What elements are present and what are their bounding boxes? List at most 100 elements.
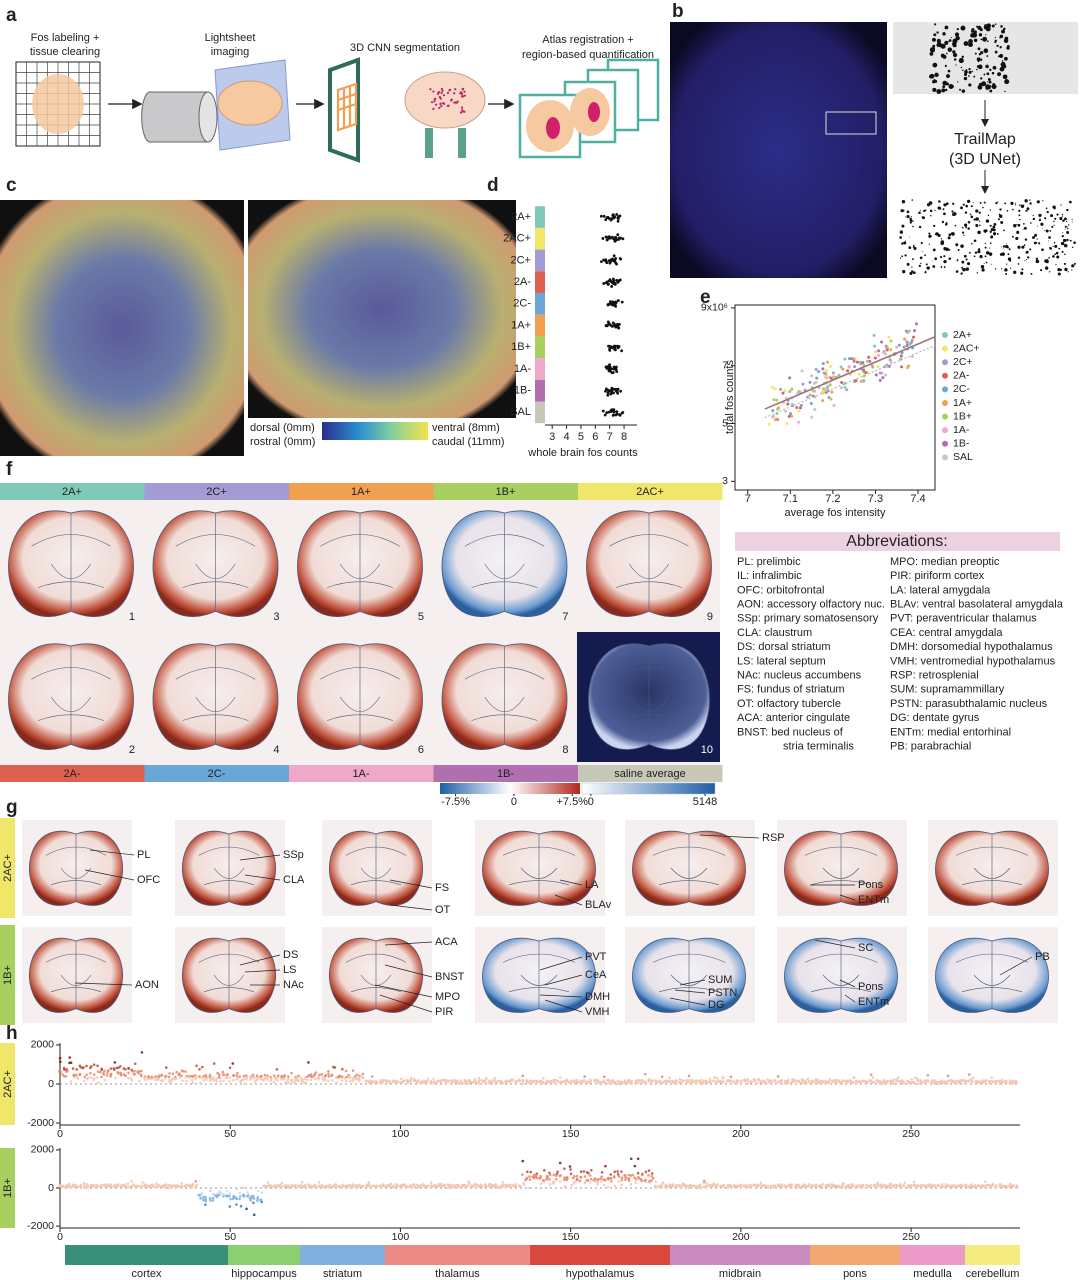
leader-line bbox=[389, 904, 433, 911]
cell bbox=[982, 206, 984, 209]
dot bbox=[852, 357, 856, 361]
speck bbox=[463, 110, 466, 113]
dot bbox=[897, 343, 901, 347]
dot bbox=[462, 1183, 466, 1187]
dot bbox=[766, 1185, 770, 1188]
category-label: SAL bbox=[510, 406, 531, 418]
cell bbox=[902, 270, 906, 274]
cell bbox=[1053, 220, 1055, 223]
abbreviation: PVT: peraventricular thalamus bbox=[890, 613, 1037, 625]
dot bbox=[839, 365, 843, 369]
dot bbox=[204, 1199, 208, 1203]
cell bbox=[994, 50, 998, 54]
brain-outline bbox=[345, 941, 407, 1009]
brain-outline bbox=[652, 834, 726, 902]
dot bbox=[612, 1081, 616, 1085]
dot bbox=[825, 376, 829, 380]
cell bbox=[948, 39, 952, 42]
dot bbox=[313, 1077, 317, 1080]
dot bbox=[572, 1174, 576, 1178]
dot bbox=[832, 403, 836, 407]
cell bbox=[908, 246, 912, 249]
abbreviation: AON: accessory olfactory nuc. bbox=[737, 599, 885, 611]
cell bbox=[934, 23, 937, 26]
cell bbox=[961, 266, 963, 269]
cell bbox=[999, 208, 1002, 211]
dot bbox=[872, 1184, 876, 1188]
dot bbox=[78, 1072, 82, 1076]
dot bbox=[970, 1080, 974, 1084]
abbreviation: IL: infralimbic bbox=[737, 570, 802, 582]
dot bbox=[920, 1183, 924, 1187]
cell bbox=[962, 203, 965, 206]
region-name: striatum bbox=[323, 1268, 362, 1280]
dot bbox=[89, 1066, 92, 1070]
dot bbox=[127, 1076, 130, 1080]
dot bbox=[617, 322, 621, 326]
cell bbox=[1049, 229, 1052, 232]
dot bbox=[767, 422, 771, 426]
dot bbox=[202, 1079, 206, 1082]
dot bbox=[600, 1180, 603, 1183]
panel-label: b bbox=[672, 1, 684, 22]
dot bbox=[200, 1191, 204, 1195]
dot bbox=[950, 1183, 954, 1187]
dot bbox=[546, 1080, 549, 1084]
legend-label: 2C+ bbox=[953, 356, 973, 368]
region-label: SC bbox=[858, 942, 873, 954]
dot bbox=[99, 1185, 103, 1188]
dot bbox=[124, 1074, 127, 1078]
dot bbox=[903, 1181, 907, 1185]
dot bbox=[539, 1182, 543, 1186]
dot bbox=[569, 1172, 573, 1176]
leader-line bbox=[244, 969, 281, 973]
dot bbox=[559, 1081, 563, 1085]
region-label: BNST bbox=[435, 971, 465, 983]
cell bbox=[1062, 219, 1065, 222]
dot bbox=[471, 1184, 474, 1187]
dot bbox=[892, 1082, 895, 1085]
legend-swatch bbox=[942, 332, 948, 338]
cell bbox=[963, 76, 968, 81]
cell bbox=[933, 50, 935, 53]
dot bbox=[301, 1185, 304, 1189]
dot bbox=[990, 1076, 994, 1079]
brain-outline bbox=[345, 834, 407, 902]
dot bbox=[487, 1184, 490, 1188]
cell bbox=[1067, 271, 1069, 273]
cell bbox=[922, 216, 925, 220]
dot bbox=[596, 1182, 599, 1186]
dot bbox=[272, 1080, 276, 1084]
dot bbox=[573, 1180, 577, 1184]
cell bbox=[999, 53, 1004, 58]
speck bbox=[430, 101, 434, 104]
group-swatch bbox=[535, 206, 545, 228]
dot bbox=[399, 1077, 403, 1081]
dot bbox=[827, 1080, 830, 1083]
dot bbox=[58, 1060, 62, 1063]
cell bbox=[965, 204, 968, 208]
dot bbox=[467, 1183, 471, 1186]
dot bbox=[698, 1183, 702, 1187]
dot bbox=[910, 339, 914, 343]
cell bbox=[991, 84, 997, 90]
dot bbox=[798, 406, 802, 410]
cell bbox=[1035, 242, 1038, 244]
dot bbox=[583, 1175, 587, 1178]
dot bbox=[771, 409, 775, 413]
dot bbox=[100, 1067, 104, 1071]
dot bbox=[531, 1175, 534, 1179]
cell bbox=[941, 88, 946, 93]
dot bbox=[578, 1179, 582, 1183]
dot bbox=[905, 344, 909, 348]
dot bbox=[790, 1081, 794, 1084]
dot bbox=[747, 1080, 750, 1084]
dot bbox=[773, 387, 777, 391]
dot bbox=[800, 369, 804, 373]
dot bbox=[195, 1064, 198, 1068]
brain-outline bbox=[45, 941, 107, 1009]
cell bbox=[934, 233, 937, 236]
dot bbox=[474, 1080, 478, 1084]
cell bbox=[1035, 257, 1039, 260]
cell bbox=[992, 228, 996, 232]
